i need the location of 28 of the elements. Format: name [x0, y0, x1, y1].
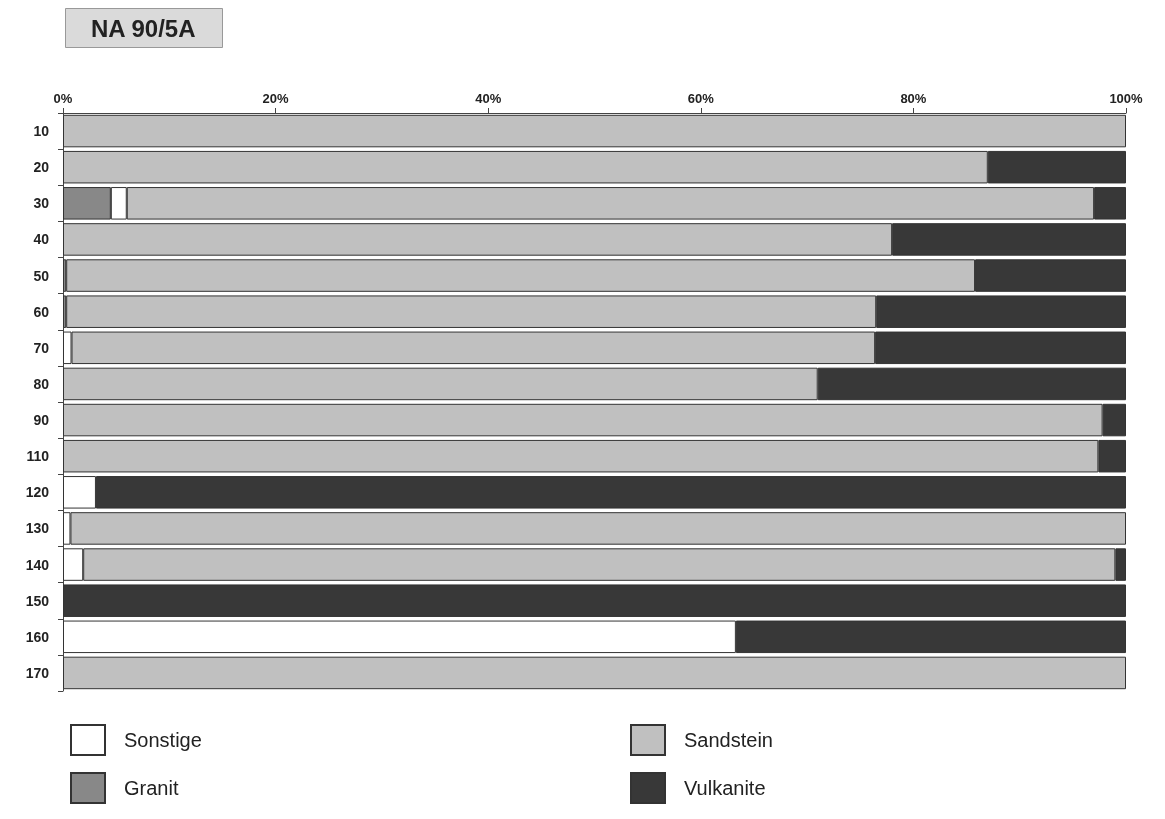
bar: [63, 656, 1126, 690]
y-tick-label: 130: [25, 520, 50, 537]
x-tick-label: 60%: [687, 91, 715, 106]
y-tick-label: 170: [25, 664, 50, 681]
y-tick-label: 140: [25, 556, 50, 573]
chart-title: NA 90/5A: [91, 14, 196, 42]
x-tick-label: 100%: [1109, 91, 1144, 106]
x-tick-label: 80%: [900, 91, 927, 106]
x-tick-label: 0%: [53, 91, 73, 106]
y-tick-label: 50: [33, 267, 50, 284]
y-tick-label: 60: [33, 303, 50, 320]
x-tick-label: 20%: [262, 91, 290, 106]
y-tick-label: 150: [25, 592, 50, 609]
legend-label: Sandstein: [684, 729, 773, 751]
y-tick-label: 10: [33, 123, 50, 140]
legend-label: Granit: [124, 777, 179, 799]
x-tick-label: 40%: [475, 91, 502, 106]
y-tick-label: 110: [26, 448, 50, 465]
legend-label: Sonstige: [124, 729, 202, 751]
y-tick-label: 120: [25, 484, 50, 501]
y-tick-label: 90: [33, 412, 50, 429]
y-tick-label: 20: [33, 159, 50, 176]
y-tick-label: 80: [33, 375, 50, 392]
y-tick-label: 40: [33, 231, 50, 248]
legend-label: Vulkanite: [684, 777, 766, 799]
y-tick-label: 70: [33, 339, 50, 356]
y-tick-label: 30: [33, 195, 50, 212]
y-tick-label: 160: [25, 628, 50, 645]
